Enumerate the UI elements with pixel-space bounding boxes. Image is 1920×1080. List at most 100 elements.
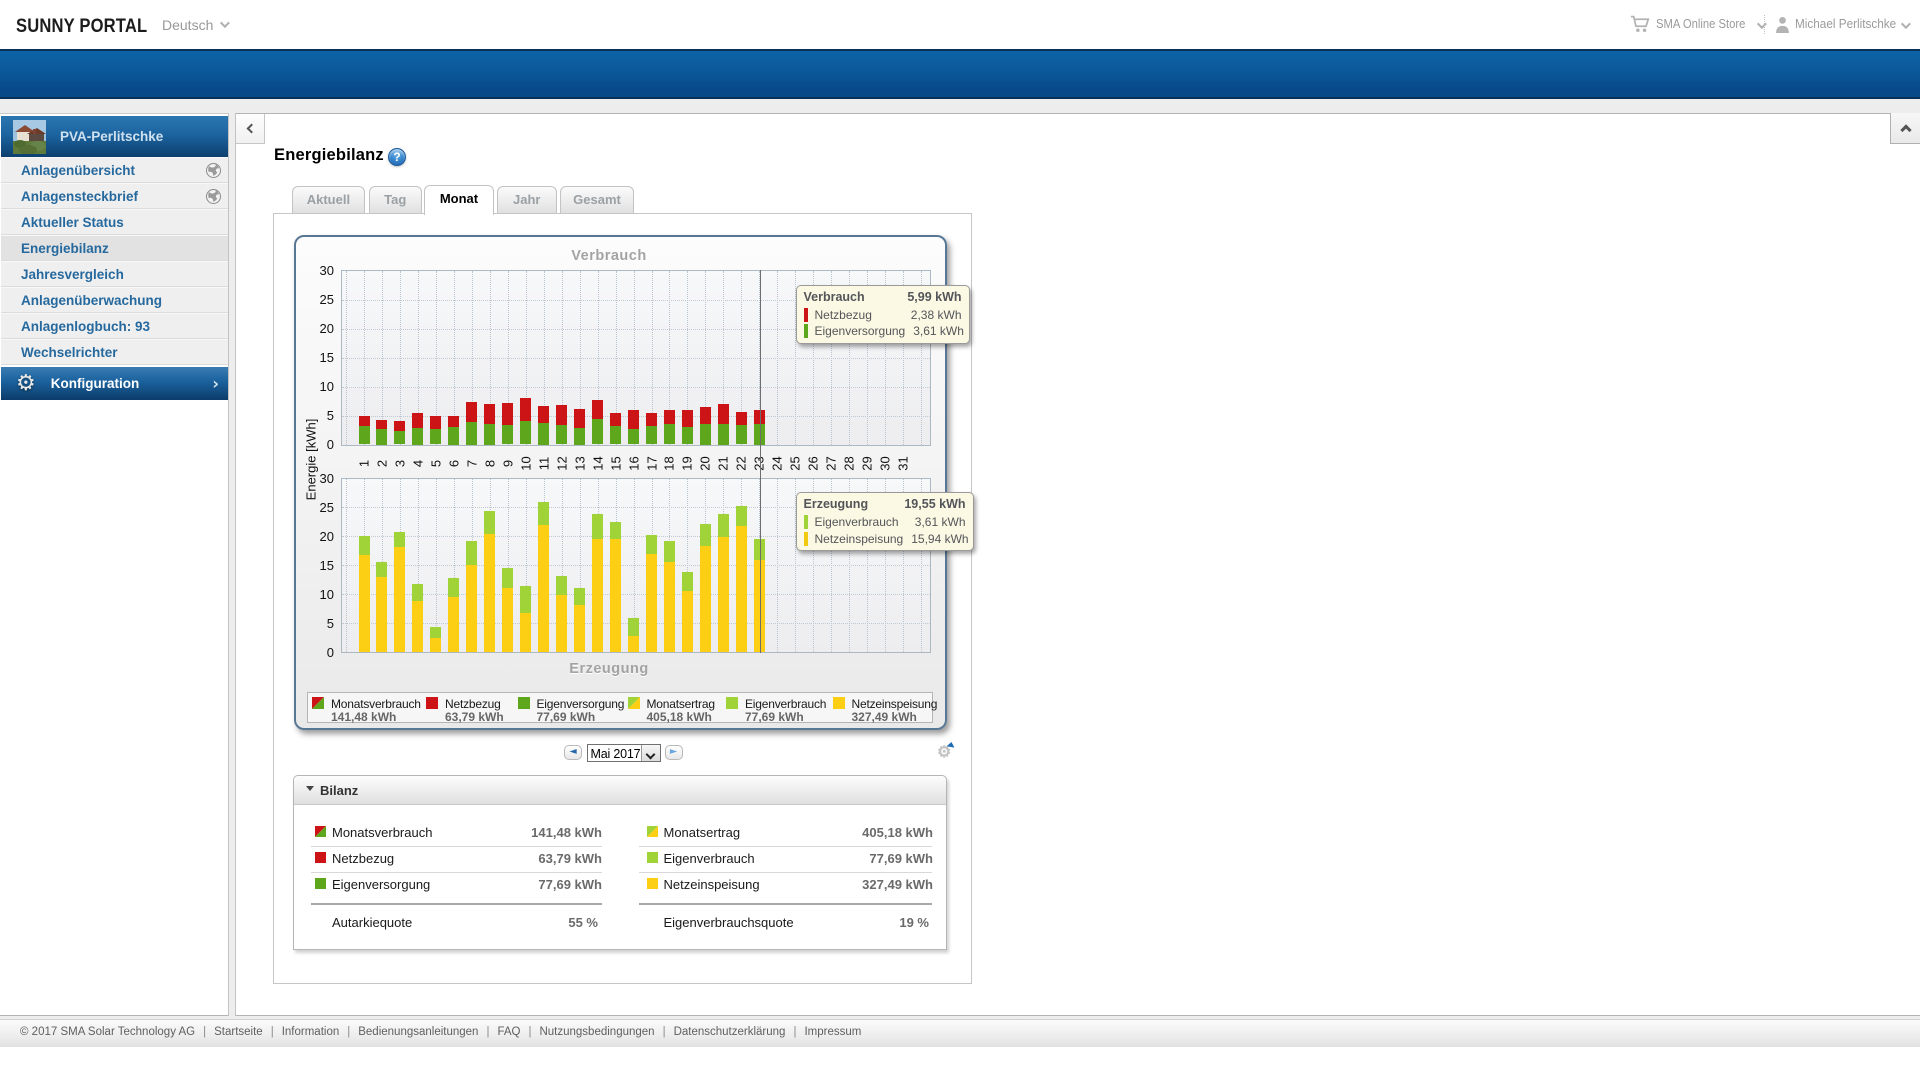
bar-day-2[interactable] (376, 419, 388, 445)
sidebar-item[interactable]: Wechselrichter (1, 339, 228, 365)
footer-link[interactable]: Nutzungsbedingungen (539, 1026, 655, 1038)
bar-day-13[interactable] (574, 408, 586, 445)
bar-day-20[interactable] (699, 407, 711, 445)
footer-link[interactable]: FAQ (497, 1026, 521, 1038)
bar-day-4[interactable] (412, 583, 424, 652)
month-select[interactable]: Mai 2017 (586, 743, 661, 762)
language-selector[interactable]: Deutsch (162, 17, 231, 33)
bar-day-23[interactable] (753, 409, 765, 445)
sidebar-item[interactable]: Anlagenlogbuch: 93 (1, 313, 228, 339)
x-axis-label: 18 (661, 455, 677, 471)
bar-day-2[interactable] (376, 561, 388, 652)
bar-day-16[interactable] (628, 410, 640, 445)
bar-day-5[interactable] (430, 415, 442, 445)
bar-day-10[interactable] (520, 397, 532, 445)
bar-day-8[interactable] (484, 510, 496, 652)
bar-day-7[interactable] (466, 540, 478, 652)
bar-day-22[interactable] (735, 412, 747, 445)
bar-day-6[interactable] (448, 577, 460, 652)
bar-day-7[interactable] (466, 402, 478, 445)
chart-settings-button[interactable]: ⚙ (937, 741, 956, 760)
bar-day-10[interactable] (520, 586, 532, 652)
tab-monat[interactable]: Monat (424, 185, 494, 215)
x-axis-label: 24 (769, 455, 785, 471)
footer-link[interactable]: Bedienungsanleitungen (358, 1026, 479, 1038)
bar-day-22[interactable] (735, 506, 747, 652)
bar-day-8[interactable] (484, 403, 496, 445)
bar-day-21[interactable] (717, 403, 729, 445)
user-menu[interactable]: Michael Perlitschke (1795, 17, 1897, 31)
bar-day-13[interactable] (574, 588, 586, 652)
bar-segment-eigenverbrauch (646, 534, 658, 554)
sidebar-item[interactable]: Anlagensteckbrief (1, 183, 228, 209)
sidebar-item[interactable]: Anlagenübersicht (1, 157, 228, 183)
tab-gesamt[interactable]: Gesamt (560, 186, 634, 213)
next-month-button[interactable]: ► (664, 745, 683, 760)
footer-link[interactable]: Impressum (804, 1026, 862, 1038)
footer-link[interactable]: Startseite (214, 1026, 263, 1038)
bar-day-1[interactable] (358, 535, 370, 652)
bar-segment-netzbezug (574, 408, 586, 429)
bar-day-15[interactable] (610, 412, 622, 445)
bar-day-12[interactable] (556, 405, 568, 445)
store-link[interactable]: SMA Online Store (1656, 17, 1746, 31)
legend-label: Netzbezug (445, 696, 501, 711)
sidebar-item[interactable]: Energiebilanz (1, 235, 228, 261)
help-icon[interactable]: ? (388, 148, 406, 166)
footer-link[interactable]: Datenschutzerklärung (673, 1026, 786, 1038)
bar-segment-netzeinspeisung (753, 559, 765, 652)
bar-day-16[interactable] (628, 618, 640, 652)
sidebar-item[interactable]: Aktueller Status (1, 209, 228, 235)
bar-day-1[interactable] (358, 415, 370, 445)
previous-month-button[interactable]: ◄ (564, 745, 582, 760)
bar-day-3[interactable] (394, 532, 406, 652)
select-dropdown-button[interactable] (640, 744, 660, 761)
bar-segment-eigenverbrauch (358, 535, 370, 555)
bilanz-header[interactable]: Bilanz (294, 775, 946, 805)
sidebar-item-label: Konfiguration (50, 376, 140, 391)
bar-day-19[interactable] (681, 572, 693, 652)
x-axis-label: 21 (715, 455, 731, 471)
bar-segment-eigenverbrauch (735, 506, 747, 526)
bar-segment-netzbezug (520, 397, 532, 421)
bar-segment-netzbezug (681, 409, 693, 428)
sidebar-collapse-button[interactable] (236, 114, 265, 144)
bar-day-4[interactable] (412, 412, 424, 445)
bar-day-12[interactable] (556, 575, 568, 652)
bar-day-21[interactable] (717, 514, 729, 652)
bar-day-17[interactable] (646, 413, 658, 445)
footer-link[interactable]: Information (281, 1026, 340, 1038)
bar-segment-eigenversorgung (430, 428, 442, 445)
tab-jahr[interactable]: Jahr (497, 186, 557, 213)
bar-day-19[interactable] (681, 409, 693, 445)
bar-day-23[interactable] (753, 538, 765, 652)
bar-day-20[interactable] (699, 524, 711, 652)
bilanz-row-value: 63,79 kWh (538, 850, 602, 866)
sidebar-plant-header[interactable]: PVA-Perlitschke (1, 116, 228, 157)
bar-day-9[interactable] (502, 403, 514, 445)
sidebar-item-konfiguration[interactable]: ⚙ Konfiguration › (1, 367, 228, 400)
bar-day-3[interactable] (394, 421, 406, 445)
bar-day-11[interactable] (538, 406, 550, 445)
sidebar-item[interactable]: Jahresvergleich (1, 261, 228, 287)
panel-collapse-button[interactable] (1890, 113, 1920, 144)
bar-day-5[interactable] (430, 626, 442, 652)
bar-day-18[interactable] (663, 540, 675, 652)
bar-day-11[interactable] (538, 502, 550, 652)
bar-day-18[interactable] (663, 410, 675, 445)
legend-value: 327,49 kWh (851, 709, 917, 724)
sidebar-item[interactable]: Anlagenüberwachung (1, 287, 228, 313)
y-axis-label: 20 (319, 321, 334, 336)
tab-tag[interactable]: Tag (368, 186, 422, 213)
bar-day-17[interactable] (646, 534, 658, 652)
bar-day-14[interactable] (592, 399, 604, 445)
blue-triangle-icon (946, 741, 956, 748)
bar-day-9[interactable] (502, 568, 514, 652)
bar-day-14[interactable] (592, 513, 604, 652)
sidebar-item-label: Anlagenübersicht (21, 162, 136, 178)
tab-aktuell[interactable]: Aktuell (291, 186, 366, 213)
bar-day-6[interactable] (448, 416, 460, 445)
bar-day-15[interactable] (610, 522, 622, 652)
bar-segment-netzbezug (502, 403, 514, 426)
x-axis-label: 19 (679, 455, 695, 471)
